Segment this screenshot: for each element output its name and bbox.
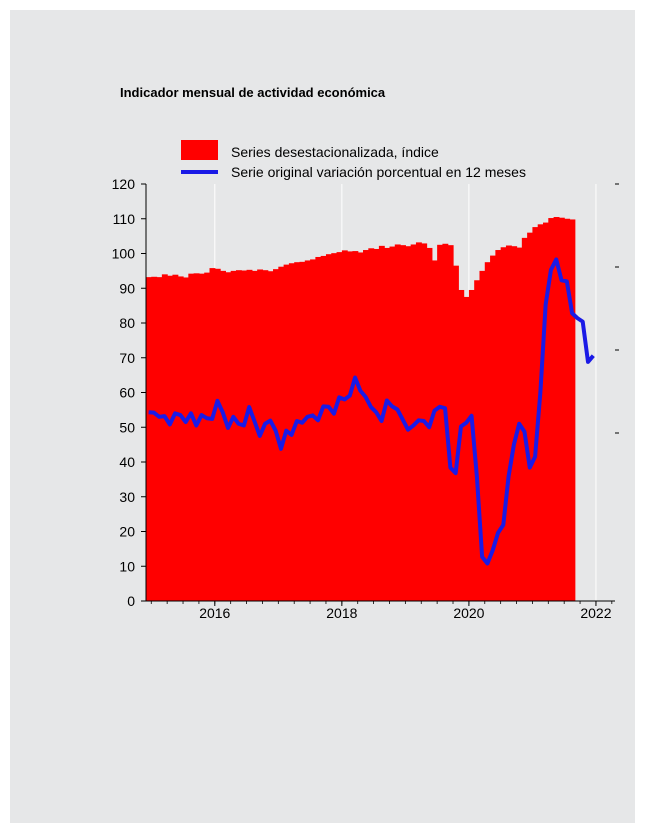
- bar: [267, 271, 274, 601]
- bar: [156, 277, 163, 601]
- bar: [310, 259, 316, 601]
- bar: [336, 252, 343, 602]
- y-tick-label: 30: [119, 489, 135, 505]
- bar: [145, 277, 152, 601]
- bar: [437, 244, 444, 601]
- line-series: [148, 257, 595, 566]
- bar: [214, 268, 221, 601]
- bar: [490, 255, 496, 601]
- bar: [569, 219, 576, 601]
- bar: [500, 247, 507, 601]
- bar: [161, 274, 168, 601]
- bar: [315, 256, 322, 601]
- bar: [331, 253, 338, 601]
- bar: [299, 261, 306, 601]
- bar: [463, 296, 470, 601]
- bar: [278, 266, 285, 601]
- bar: [352, 251, 359, 601]
- y-tick-label: 10: [119, 558, 135, 574]
- bar: [304, 260, 311, 601]
- bar: [347, 251, 354, 602]
- bar: [220, 270, 226, 601]
- bar: [198, 273, 205, 601]
- bar: [262, 270, 269, 601]
- bar: [363, 250, 369, 601]
- legend-swatch-bar: [181, 140, 218, 160]
- bar: [378, 245, 385, 602]
- x-tick-label: 2020: [453, 605, 484, 621]
- bar: [543, 222, 549, 601]
- bar: [521, 237, 528, 602]
- legend: Series desestacionalizada, índice Serie …: [181, 140, 526, 180]
- bar: [225, 272, 232, 601]
- y-tick-label: 90: [119, 280, 135, 296]
- bar: [368, 248, 375, 601]
- bar: [458, 289, 465, 601]
- bar: [294, 262, 301, 601]
- bar: [527, 232, 534, 601]
- bar: [479, 270, 486, 601]
- bar: [209, 268, 216, 601]
- bar: [325, 254, 332, 601]
- axes: 0 10 20 30 40 50 60 70 80 90 100 110 120 2016 2018 2020…: [112, 176, 619, 621]
- bar: [251, 270, 258, 601]
- legend-label-line: Serie original variación porcentual en 1…: [231, 164, 526, 180]
- y-tick-label: 70: [119, 350, 135, 366]
- bar: [431, 260, 438, 601]
- bar: [241, 270, 248, 601]
- bar: [468, 289, 475, 601]
- bar: [505, 245, 512, 601]
- series-line: [148, 257, 595, 566]
- bar: [357, 252, 364, 601]
- x-tick-label: 2016: [199, 605, 230, 621]
- bar: [532, 227, 539, 601]
- bar: [384, 247, 391, 601]
- y-tick-label: 110: [113, 211, 136, 227]
- bar: [389, 246, 396, 602]
- bar: [511, 246, 518, 601]
- bar: [495, 250, 502, 601]
- bar: [167, 275, 174, 601]
- y-tick-label: 40: [119, 454, 135, 470]
- bar: [183, 277, 189, 601]
- x-tick-label: 2018: [326, 605, 357, 621]
- legend-label-bar: Series desestacionalizada, índice: [231, 144, 439, 160]
- bar: [341, 250, 348, 601]
- y-tick-label: 80: [119, 315, 135, 331]
- chart-title: Indicador mensual de actividad económica: [120, 85, 386, 100]
- bar: [447, 245, 454, 601]
- bar: [453, 265, 459, 601]
- y-tick-label: 120: [112, 176, 136, 192]
- y-tick-label: 0: [127, 593, 135, 609]
- y-tick-label: 20: [119, 524, 135, 540]
- y-tick-label: 50: [119, 419, 135, 435]
- bar: [484, 262, 491, 601]
- y-tick-label: 60: [119, 385, 135, 401]
- y-tick-label: 100: [112, 246, 136, 262]
- bar: [246, 269, 253, 601]
- bar: [548, 218, 555, 601]
- bar: [394, 244, 401, 601]
- bar: [188, 273, 195, 601]
- bar: [235, 270, 242, 601]
- bar: [193, 273, 200, 601]
- bar: [204, 272, 211, 601]
- bar: [373, 248, 380, 602]
- x-tick-label: 2022: [580, 605, 611, 621]
- bar: [553, 217, 560, 601]
- bar: [558, 217, 565, 601]
- bar: [172, 274, 179, 601]
- bar: [230, 270, 237, 601]
- bar-series: [145, 217, 576, 602]
- bar: [564, 218, 571, 601]
- bar: [177, 276, 184, 601]
- bar: [151, 276, 158, 601]
- bar: [405, 246, 412, 601]
- bar: [474, 280, 481, 601]
- bar: [320, 255, 327, 601]
